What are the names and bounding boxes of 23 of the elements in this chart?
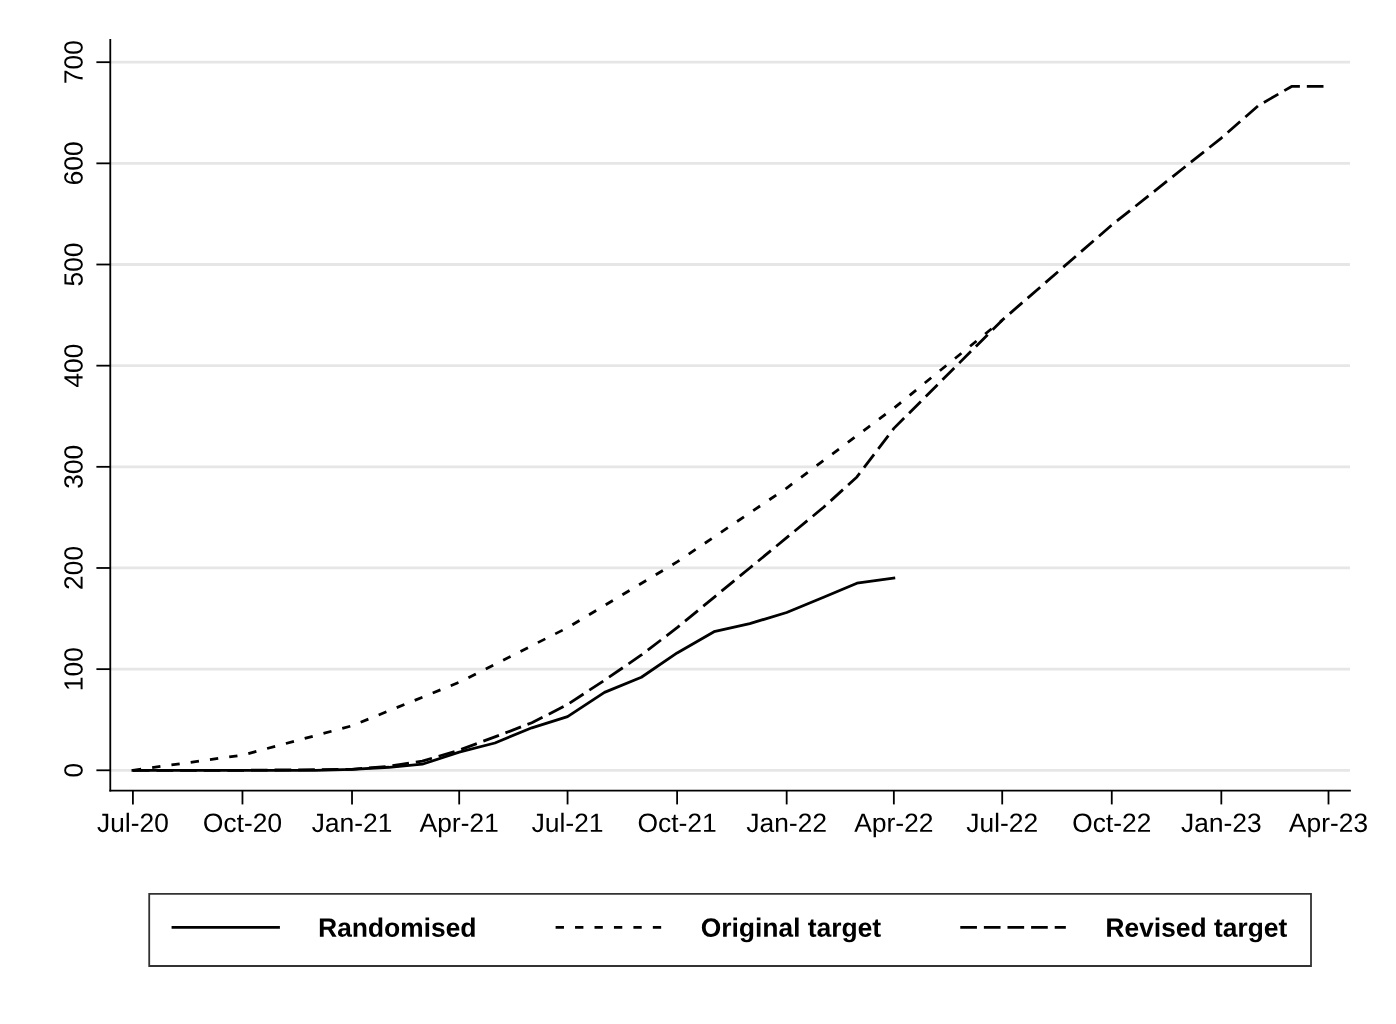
x-tick-label: Jul-21 — [532, 812, 603, 833]
y-tick-label: 200 — [64, 547, 83, 589]
x-tick-label: Oct-21 — [638, 813, 716, 833]
x-tick-label: Oct-22 — [1073, 813, 1151, 833]
x-tick-label: Jan-23 — [1181, 813, 1261, 833]
x-tick-label: Jan-22 — [746, 813, 826, 833]
legend-label: Revised target — [1107, 917, 1287, 943]
x-tick-label: Jul-20 — [97, 812, 168, 833]
legend-label: Randomised — [319, 917, 475, 937]
x-tick-label: Jan-21 — [312, 813, 392, 833]
x-tick-label: Oct-20 — [204, 813, 282, 833]
y-tick-label: 0 — [64, 763, 83, 777]
y-tick-label: 700 — [64, 41, 83, 83]
y-tick-label: 400 — [64, 344, 83, 388]
y-tick-label: 100 — [64, 648, 83, 690]
x-tick-label: Jul-22 — [966, 812, 1037, 833]
x-tick-label: Apr-23 — [1288, 813, 1367, 838]
y-tick-label: 500 — [64, 243, 83, 286]
x-tick-label: Apr-21 — [419, 813, 498, 838]
y-tick-label: 300 — [64, 445, 83, 488]
x-tick-label: Apr-22 — [854, 813, 933, 838]
y-tick-label: 600 — [64, 142, 83, 185]
legend-label: Original target — [701, 917, 881, 943]
